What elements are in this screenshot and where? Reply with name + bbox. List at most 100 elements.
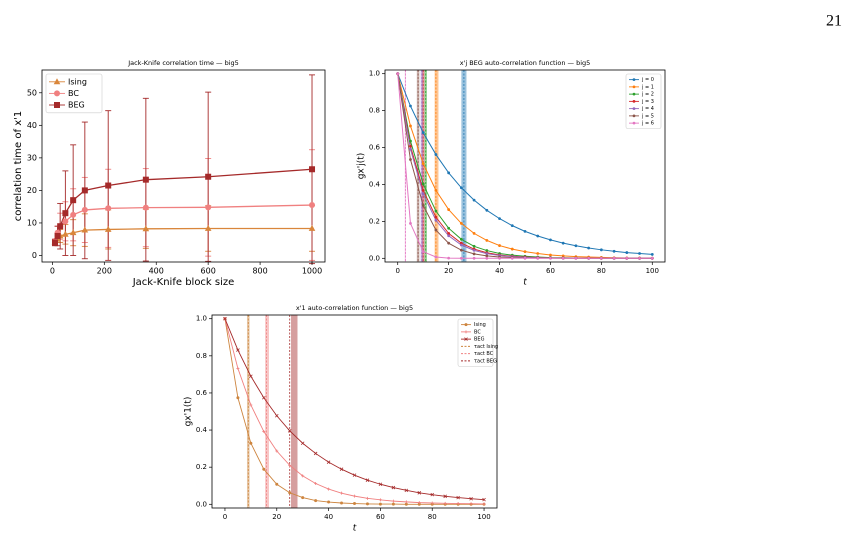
marker (472, 231, 476, 235)
marker (536, 252, 540, 255)
marker (81, 226, 89, 233)
marker (353, 494, 356, 498)
marker (81, 187, 88, 194)
marker (365, 502, 369, 506)
x-tick-label: 0 (50, 267, 55, 276)
marker (421, 192, 425, 196)
chart: x'1 auto-correlation function — big5 0 20 4… (184, 304, 499, 534)
x-axis-label: t (353, 524, 357, 534)
marker (409, 158, 412, 161)
legend-label: j = 4 (641, 106, 654, 112)
marker (549, 238, 552, 242)
y-tick-label: 0.4 (369, 180, 381, 188)
y-tick-label: 0.8 (196, 352, 207, 360)
marker (309, 166, 316, 173)
marker (430, 501, 434, 505)
marker (625, 251, 629, 254)
marker (561, 241, 565, 245)
marker (434, 153, 438, 156)
marker (409, 144, 412, 148)
marker (443, 501, 447, 505)
y-tick-label: 40 (27, 121, 37, 130)
marker (650, 253, 654, 256)
marker (104, 225, 112, 232)
marker (54, 90, 60, 97)
marker (464, 323, 468, 327)
legend-label: τact BC (474, 351, 494, 357)
marker (417, 501, 421, 505)
marker (53, 78, 61, 85)
marker (421, 131, 425, 134)
marker (352, 473, 357, 477)
marker (625, 256, 629, 260)
tau-band (265, 315, 269, 508)
marker (482, 497, 486, 502)
marker (309, 202, 316, 209)
marker (434, 255, 438, 259)
x-tick-label: 40 (495, 267, 504, 275)
x-tick-label: 200 (97, 267, 112, 276)
y-tick-label: 0.2 (369, 217, 380, 225)
x-tick-label: 80 (597, 267, 606, 275)
marker (339, 467, 344, 471)
marker (447, 231, 451, 235)
marker (464, 330, 468, 334)
legend-label: j = 1 (641, 84, 654, 90)
marker (447, 256, 451, 260)
marker (549, 253, 552, 257)
marker (340, 491, 344, 495)
marker (62, 230, 69, 237)
marker (485, 249, 489, 252)
marker (62, 210, 69, 217)
y-tick-label: 1.0 (196, 315, 207, 323)
marker (469, 502, 473, 506)
x-tick-label: 20 (272, 513, 281, 521)
marker (391, 502, 395, 506)
y-tick-label: 30 (27, 153, 37, 162)
y-tick-label: 0.4 (196, 426, 208, 434)
marker (510, 224, 514, 228)
chart: x'j BEG auto-correlation function — big5… (357, 59, 666, 288)
legend-label: BC (68, 89, 79, 98)
marker (378, 502, 382, 506)
marker (485, 239, 489, 242)
legend-label: j = 2 (641, 92, 654, 98)
x-tick-label: 100 (477, 513, 490, 521)
x-tick-label: 1000 (302, 267, 322, 276)
chart-title: x'1 auto-correlation function — big5 (296, 304, 413, 312)
marker (459, 256, 463, 260)
marker (274, 413, 279, 418)
marker (459, 248, 463, 252)
chart-title: Jack-Knife correlation time — big5 (127, 59, 239, 67)
marker (612, 256, 616, 260)
marker (421, 188, 425, 192)
marker (599, 248, 603, 252)
marker (262, 395, 266, 400)
marker (456, 502, 460, 506)
marker (62, 218, 69, 225)
legend-label: BEG (474, 337, 485, 343)
marker (447, 171, 451, 175)
marker (353, 502, 356, 506)
marker (536, 256, 540, 260)
marker (409, 139, 412, 143)
marker (434, 218, 438, 222)
marker (326, 460, 331, 464)
legend-label: τact Ising (474, 344, 498, 350)
series-line (224, 318, 485, 501)
marker (472, 256, 476, 260)
series-line (224, 318, 485, 505)
marker (236, 396, 240, 400)
marker (536, 234, 540, 238)
legend-label: BC (474, 329, 481, 335)
marker (498, 217, 501, 221)
marker (632, 114, 636, 118)
marker (459, 222, 463, 225)
marker (51, 239, 58, 246)
marker (523, 250, 527, 254)
marker (327, 500, 331, 504)
marker (409, 124, 412, 128)
marker (105, 205, 112, 212)
marker (396, 72, 400, 76)
x-axis-label: t (523, 278, 527, 288)
